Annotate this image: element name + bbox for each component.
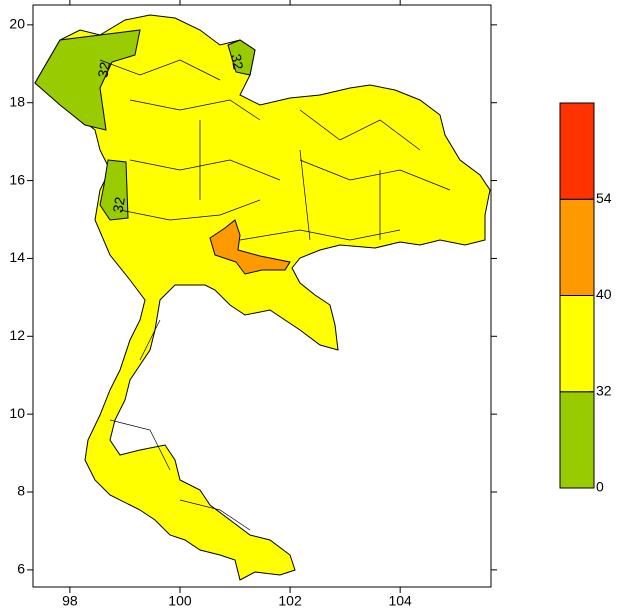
colorbar: 0 32 40 54	[559, 102, 612, 495]
colorbar-segment	[559, 391, 595, 489]
y-tick-label: 10	[9, 405, 25, 421]
x-tick-label: 102	[278, 593, 302, 609]
contour-label: 32	[228, 53, 246, 71]
contour-label: 32	[109, 196, 127, 214]
y-tick-label: 8	[17, 483, 25, 499]
y-tick-label: 12	[9, 327, 25, 343]
colorbar-segment	[559, 295, 595, 393]
land	[34, 14, 491, 581]
colorbar-label: 32	[596, 382, 612, 398]
colorbar-label: 0	[596, 479, 604, 495]
green-zone	[227, 39, 256, 76]
y-tick-label: 16	[9, 171, 25, 187]
orange-zone	[209, 219, 291, 275]
green-zone	[34, 29, 141, 131]
y-tick-label: 18	[9, 93, 25, 109]
y-tick-label: 14	[9, 249, 25, 265]
colorbar-segment	[559, 198, 595, 296]
green-zone	[99, 159, 129, 221]
colorbar-segment	[559, 102, 595, 200]
y-tick-label: 6	[17, 561, 25, 577]
axes: 98 100 102 104 6 8 10 12 14 16 18 20	[9, 0, 497, 609]
colorbar-label: 54	[596, 190, 612, 206]
x-tick-label: 100	[168, 593, 192, 609]
x-tick-label: 104	[388, 593, 412, 609]
thailand	[34, 14, 491, 581]
x-tick-label: 98	[62, 593, 78, 609]
y-tick-label: 20	[9, 16, 25, 32]
contour-label: 32	[94, 61, 112, 79]
colorbar-label: 40	[596, 286, 612, 302]
province-lines	[99, 59, 451, 531]
